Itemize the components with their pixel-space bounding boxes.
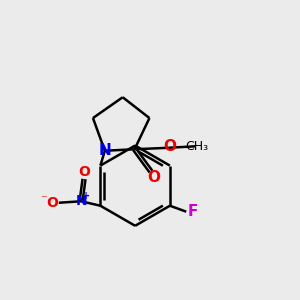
Text: N: N [75,194,87,208]
Text: O: O [164,139,177,154]
Text: +: + [82,191,91,201]
Text: CH₃: CH₃ [185,140,208,153]
Text: O: O [78,165,90,179]
Text: O: O [46,196,58,210]
Text: O: O [147,170,161,185]
Text: ⁻: ⁻ [40,193,47,206]
Text: F: F [188,204,198,219]
Text: N: N [98,143,111,158]
